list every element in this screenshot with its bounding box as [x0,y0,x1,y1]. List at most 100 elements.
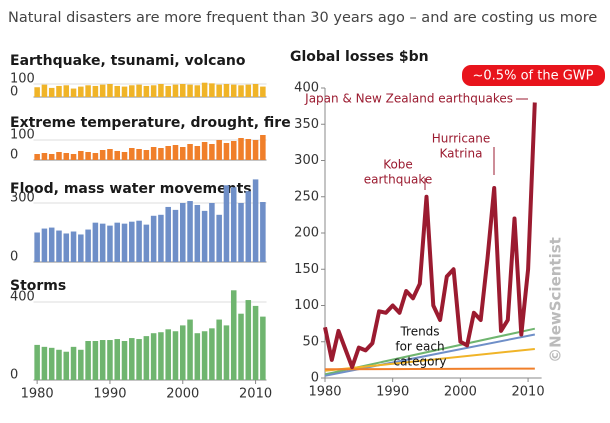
bar [136,84,142,97]
bar [129,148,135,160]
bar [56,85,62,97]
bar [194,333,201,380]
bar [78,86,84,97]
bar [194,204,201,262]
bar [114,222,121,262]
bar [70,231,77,262]
bar [172,331,179,380]
bar [260,316,266,380]
y-tick-label: 100 [10,72,35,87]
bar [238,203,244,262]
y-tick-label: 50 [302,334,319,349]
main-title: Natural disasters are more frequent than… [8,10,597,26]
panel-title: Extreme temperature, drought, fire [10,115,291,131]
bar [245,84,252,97]
bar [187,84,193,97]
bar [223,84,230,97]
annotation: Kobe [383,158,413,172]
bar [92,341,99,380]
bar [121,341,128,380]
bar [78,151,84,160]
bar [223,185,230,262]
bar [99,150,106,160]
bar [48,347,55,380]
y-tick-label: 400 [294,81,319,96]
bar [172,145,179,160]
annotation: for each [395,340,444,354]
bar [136,149,142,160]
bar [194,146,201,160]
x-tick-label: 1980 [308,385,341,400]
credit: ©NewScientist [547,237,565,363]
bar [136,339,142,380]
bar [56,230,62,262]
bar [230,84,237,97]
bar [92,153,99,160]
x-tick-label: 2000 [444,385,477,400]
bar [179,325,186,380]
bar [238,313,244,380]
bar [209,328,215,380]
y-tick-label: 200 [294,226,319,241]
bar [99,84,106,97]
y-tick-label: 350 [294,117,319,132]
bar [48,227,55,262]
bar [34,87,40,97]
y-tick-label: 0 [10,250,18,265]
callout: ~0.5% of the GWP [473,69,594,84]
bar [34,154,40,160]
bar [114,85,121,97]
bar [252,84,259,97]
bar [136,220,142,262]
y-tick-label: 0 [10,148,18,163]
bar [245,300,252,380]
bar [252,179,259,262]
bar [245,139,252,160]
bar [143,224,150,262]
bar [143,336,150,380]
bar [121,86,128,97]
bar [172,209,179,262]
bar [85,85,91,97]
bar [63,233,70,262]
bar [165,206,171,262]
bar [209,83,215,97]
bar [230,290,237,380]
annotation: Katrina [440,147,483,161]
bar [121,152,128,160]
bar [209,144,215,160]
bar [41,84,48,97]
bar [245,191,252,262]
y-tick-label: 100 [294,298,319,313]
bar [78,349,84,380]
bar [216,319,222,380]
bar [41,346,48,380]
bar [165,146,171,160]
trend-line [324,348,535,372]
panel-title: Storms [10,278,66,294]
bar [99,223,106,262]
bar [107,84,113,97]
bar [85,152,91,160]
bar [56,349,62,380]
bar [209,203,215,262]
bar [187,201,193,262]
bar [238,85,244,97]
bar [165,329,171,380]
bar [143,150,150,160]
bar [121,223,128,262]
bar [179,203,186,262]
annotation: Trends [399,325,439,339]
bar [56,152,62,160]
trend-line [324,367,535,371]
bar [70,154,77,160]
bar [70,346,77,380]
y-tick-label: 300 [10,191,35,206]
bar [150,215,157,262]
bar [99,340,106,380]
bar [85,229,91,262]
y-tick-label: 0 [10,368,18,383]
bar [230,141,237,160]
bar [143,85,150,97]
bar [70,88,77,97]
